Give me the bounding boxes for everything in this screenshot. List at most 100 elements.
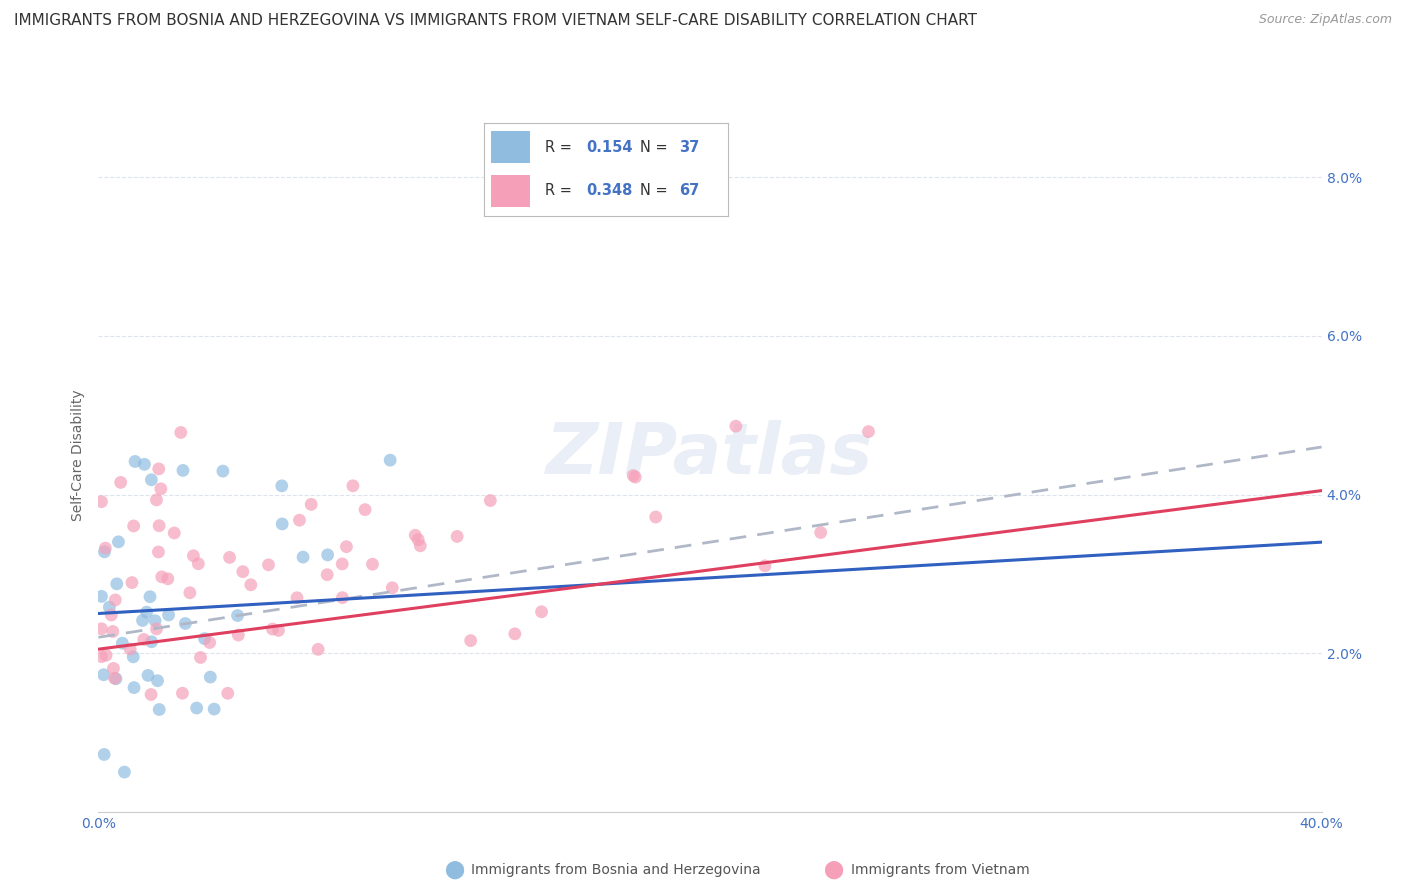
Point — [193, 632, 215, 646]
Point — [285, 591, 308, 605]
Point — [299, 497, 322, 511]
Point — [136, 668, 159, 682]
Text: R =: R = — [546, 184, 576, 198]
Point — [186, 701, 208, 715]
Point — [139, 590, 162, 604]
Point — [105, 577, 128, 591]
Point — [409, 539, 432, 553]
Point — [101, 624, 124, 639]
Point — [98, 600, 121, 615]
Point — [810, 525, 832, 540]
Point — [135, 605, 157, 619]
Point — [141, 473, 163, 487]
Point — [190, 650, 212, 665]
Text: ⬤: ⬤ — [444, 861, 464, 879]
Point — [150, 570, 173, 584]
Point — [530, 605, 553, 619]
Point — [122, 519, 145, 533]
Point — [754, 558, 776, 573]
Point — [148, 545, 170, 559]
Point — [94, 648, 117, 663]
Text: R =: R = — [546, 140, 576, 154]
Point — [335, 540, 357, 554]
Point — [262, 622, 284, 636]
Text: IMMIGRANTS FROM BOSNIA AND HERZEGOVINA VS IMMIGRANTS FROM VIETNAM SELF-CARE DISA: IMMIGRANTS FROM BOSNIA AND HERZEGOVINA V… — [14, 13, 977, 29]
Text: Immigrants from Vietnam: Immigrants from Vietnam — [851, 863, 1029, 877]
Point — [239, 578, 262, 592]
Point — [174, 616, 197, 631]
Point — [270, 479, 292, 493]
Point — [212, 464, 235, 478]
Point — [90, 649, 112, 664]
Point — [170, 425, 193, 440]
Point — [361, 558, 384, 572]
Point — [644, 510, 666, 524]
Text: 0.348: 0.348 — [586, 184, 633, 198]
Point — [104, 672, 127, 686]
Point — [145, 622, 167, 636]
Point — [148, 462, 170, 476]
Point — [232, 565, 254, 579]
Point — [122, 681, 145, 695]
Point — [226, 608, 249, 623]
FancyBboxPatch shape — [491, 131, 530, 163]
Text: 37: 37 — [679, 140, 700, 154]
Point — [316, 567, 339, 582]
Point — [187, 557, 209, 571]
Text: Source: ZipAtlas.com: Source: ZipAtlas.com — [1258, 13, 1392, 27]
Point — [200, 670, 222, 684]
Point — [103, 671, 125, 685]
Point — [145, 492, 167, 507]
Point — [104, 593, 127, 607]
Point — [217, 686, 239, 700]
Point — [149, 482, 172, 496]
Point — [183, 549, 205, 563]
Point — [90, 494, 112, 508]
Point — [198, 635, 221, 649]
Text: ZIPatlas: ZIPatlas — [547, 420, 873, 490]
Point — [202, 702, 225, 716]
Text: Immigrants from Bosnia and Herzegovina: Immigrants from Bosnia and Herzegovina — [471, 863, 761, 877]
Text: 67: 67 — [679, 184, 700, 198]
Text: ⬤: ⬤ — [824, 861, 844, 879]
Point — [257, 558, 280, 572]
Point — [100, 607, 122, 622]
Point — [460, 633, 482, 648]
Point — [122, 649, 145, 664]
Point — [621, 468, 644, 483]
Point — [307, 642, 329, 657]
Point — [139, 688, 162, 702]
Point — [93, 667, 115, 681]
Point — [143, 614, 166, 628]
Point — [93, 545, 115, 559]
Point — [172, 463, 194, 477]
Point — [107, 534, 129, 549]
Point — [134, 458, 156, 472]
Point — [172, 686, 194, 700]
Text: N =: N = — [640, 140, 672, 154]
Point — [124, 454, 146, 468]
Point — [479, 493, 502, 508]
Point — [94, 541, 117, 555]
Point — [132, 632, 155, 647]
Point — [141, 634, 163, 648]
Point — [404, 528, 426, 542]
Point — [332, 591, 354, 605]
Point — [724, 419, 747, 434]
FancyBboxPatch shape — [491, 175, 530, 207]
Point — [156, 572, 179, 586]
Point — [503, 627, 526, 641]
Point — [218, 550, 240, 565]
Point — [120, 642, 142, 657]
Point — [330, 557, 353, 571]
Point — [112, 765, 135, 780]
Point — [179, 586, 201, 600]
Point — [103, 661, 125, 675]
Point — [93, 747, 115, 762]
Point — [406, 533, 429, 547]
Point — [446, 529, 468, 543]
Point — [858, 425, 880, 439]
Point — [90, 622, 112, 636]
Point — [228, 628, 250, 642]
Point — [131, 614, 153, 628]
